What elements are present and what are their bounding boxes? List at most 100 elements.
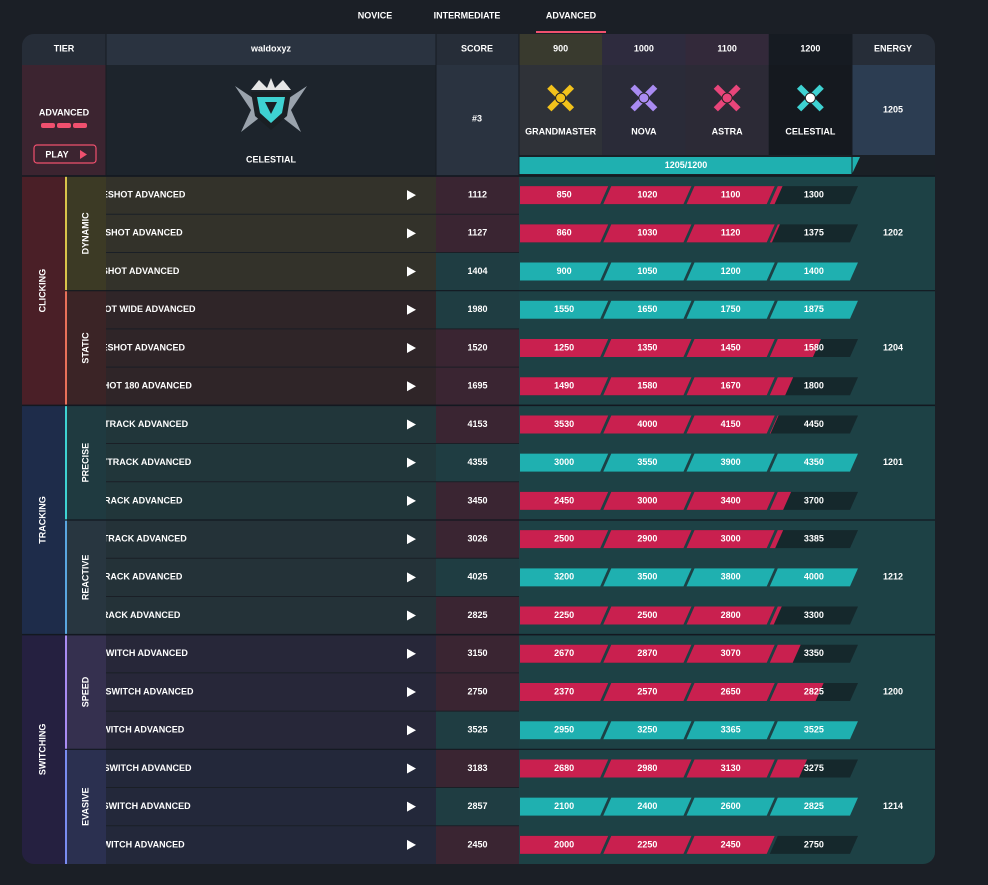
scenario-score: 3450 — [467, 495, 487, 505]
category-cell — [22, 634, 65, 864]
threshold-fill — [686, 644, 775, 663]
subcategory-accent — [65, 176, 67, 291]
score-bg — [436, 672, 519, 712]
rank-icon — [630, 84, 658, 112]
play-scenario[interactable] — [407, 687, 416, 697]
threshold-value: 2100 — [554, 801, 574, 811]
play-scenario[interactable] — [407, 801, 416, 812]
threshold-value: 1580 — [637, 381, 657, 391]
subcategory-name: PRECISE — [80, 443, 90, 483]
category-cell — [22, 405, 65, 635]
scenario-row — [106, 176, 436, 215]
play-scenario[interactable] — [407, 419, 416, 430]
rank-icon — [547, 84, 575, 112]
tab[interactable]: INTERMEDIATE — [434, 10, 501, 20]
threshold-fill — [686, 415, 775, 434]
subcategory-cell — [65, 405, 106, 520]
threshold-fill — [520, 568, 609, 587]
threshold-value: 2950 — [554, 725, 574, 735]
scenario-name: VT SKYSWITCH ADVANCED — [64, 725, 185, 735]
threshold-fill — [603, 721, 692, 740]
threshold-fill — [603, 606, 692, 625]
play-scenario[interactable] — [407, 572, 416, 583]
threshold-fill — [686, 835, 775, 854]
threshold-value: 2250 — [637, 839, 657, 849]
play-scenario[interactable] — [407, 648, 416, 659]
threshold-value: 1450 — [721, 342, 741, 352]
tab[interactable]: ADVANCED — [546, 10, 597, 20]
tier-dash — [73, 123, 87, 128]
threshold-fill — [603, 377, 692, 396]
play-scenario[interactable] — [407, 725, 416, 736]
threshold-cell — [769, 606, 858, 625]
threshold-value: 3385 — [804, 533, 824, 543]
play-icon — [80, 150, 87, 159]
play-scenario[interactable] — [407, 304, 416, 315]
threshold-value: 4000 — [804, 572, 824, 582]
play-scenario[interactable] — [407, 495, 416, 506]
threshold-fill — [769, 644, 801, 663]
threshold-cell — [769, 415, 858, 434]
rank-cell — [519, 65, 603, 155]
play-scenario[interactable] — [407, 190, 416, 201]
threshold-fill — [603, 339, 692, 357]
threshold-value: 2650 — [721, 686, 741, 696]
threshold-fill — [520, 721, 609, 740]
play-scenario[interactable] — [407, 381, 416, 392]
play-scenario[interactable] — [407, 343, 416, 353]
threshold-value: 2750 — [804, 839, 824, 849]
scenario-row — [106, 328, 436, 368]
scenario-row — [106, 787, 436, 826]
threshold-fill — [520, 491, 609, 510]
threshold-value: 2870 — [637, 648, 657, 658]
play-scenario[interactable] — [407, 610, 416, 621]
threshold-fill — [603, 568, 692, 587]
threshold-fill — [686, 491, 775, 510]
threshold-value: 1650 — [637, 304, 657, 314]
threshold-fill — [769, 224, 780, 243]
threshold-fill — [686, 453, 775, 472]
threshold-fill — [769, 415, 779, 434]
category-name: SWITCHING — [37, 724, 47, 776]
scenario-score: 4025 — [467, 572, 487, 582]
score-bg — [436, 558, 519, 597]
play-scenario[interactable] — [407, 534, 416, 545]
score-bg — [436, 176, 519, 215]
threshold-value: 2980 — [637, 763, 657, 773]
rank-name: ASTRA — [712, 126, 743, 136]
play-scenario[interactable] — [407, 266, 416, 277]
play-scenario[interactable] — [407, 228, 416, 239]
threshold-value: 3350 — [804, 648, 824, 658]
play-scenario[interactable] — [407, 457, 416, 468]
threshold-value: 3070 — [721, 648, 741, 658]
threshold-fill — [603, 759, 692, 778]
scenario-name: VT ARCSHOT ADVANCED — [69, 266, 180, 276]
threshold-value: 1100 — [721, 189, 741, 199]
user-header — [106, 34, 436, 65]
threshold-fill — [603, 797, 692, 816]
rank-badge — [235, 78, 307, 132]
subcategory-cell — [65, 749, 106, 864]
rank-name: NOVA — [631, 126, 657, 136]
tabs: NOVICE INTERMEDIATE ADVANCED — [358, 10, 606, 33]
tier-dash — [41, 123, 55, 128]
threshold-value: 1800 — [804, 381, 824, 391]
table: TIER waldoxyz SCORE ENERGY 900 1000 1100 1200 AD… — [22, 34, 935, 864]
scenario-row — [106, 252, 436, 291]
scenario-score: 3183 — [467, 763, 487, 773]
play-scenario[interactable] — [407, 839, 416, 850]
scenario-row — [106, 520, 436, 559]
play-button[interactable] — [33, 144, 97, 164]
rank-icon — [713, 84, 741, 112]
threshold-fill — [686, 568, 775, 587]
threshold-value: 2600 — [721, 801, 741, 811]
score-bg — [436, 290, 519, 329]
current-tier: ADVANCED — [39, 107, 90, 117]
subcategory-name: STATIC — [80, 332, 90, 364]
scenario-score: 1112 — [468, 189, 487, 199]
tab[interactable]: NOVICE — [358, 10, 393, 20]
score-bg — [436, 749, 519, 788]
scenario-row — [106, 443, 436, 482]
play-scenario[interactable] — [407, 763, 416, 774]
